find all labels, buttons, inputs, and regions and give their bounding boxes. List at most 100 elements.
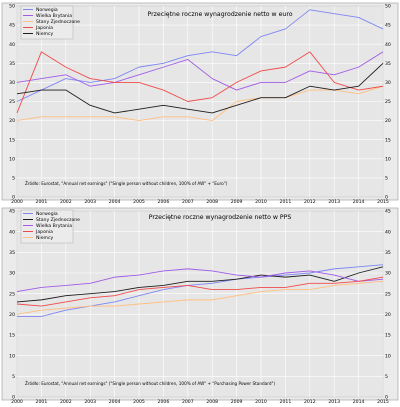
y-tick-label-left: 20	[9, 118, 15, 124]
y-tick-label-right: 10	[385, 353, 391, 359]
plot-area	[16, 210, 384, 398]
x-tick-label: 2001	[36, 399, 48, 405]
series-line-stany-zjednoczone	[16, 85, 384, 122]
x-tick-label: 2011	[280, 399, 292, 405]
y-tick-label-left: 0	[12, 395, 15, 401]
legend-label: Stany Zjednoczone	[36, 217, 80, 223]
legend-label: Japonia	[35, 229, 53, 235]
y-tick-label-right: 15	[385, 137, 391, 143]
x-tick-label: 2010	[255, 199, 267, 205]
y-tick-label-left: 5	[12, 374, 15, 380]
series-line-norwegia	[17, 264, 384, 317]
y-tick-label-left: 30	[9, 80, 15, 86]
y-tick-label-right: 45	[385, 209, 391, 215]
x-tick-label: 2002	[60, 399, 72, 405]
y-tick-label-left: 25	[9, 99, 15, 105]
legend-label: Japonia	[35, 25, 53, 31]
x-tick-label: 2012	[304, 399, 316, 405]
x-tick-label: 2015	[377, 399, 389, 405]
y-tick-label-right: 20	[385, 312, 391, 318]
y-tick-label-left: 15	[9, 333, 15, 339]
y-tick-label-left: 5	[12, 176, 15, 182]
series-line-wielka-brytania	[16, 268, 384, 293]
x-tick-label: 2002	[60, 199, 72, 205]
y-tick-label-right: 25	[385, 99, 391, 105]
legend-label: Niemcy	[36, 235, 54, 241]
x-tick-label: 2010	[255, 399, 267, 405]
y-tick-label-right: 50	[385, 4, 391, 10]
y-tick-label-right: 35	[385, 250, 391, 256]
y-tick-label-right: 40	[385, 42, 391, 48]
chart-1: 0 0 5 5 10 10 15 15 20 20 25 25 30 30 35 35 40 40 45 45 50 50…	[1, 2, 399, 205]
x-tick-label: 2001	[36, 199, 48, 205]
y-tick-label-right: 45	[385, 23, 391, 29]
y-tick-label-right: 40	[385, 229, 391, 235]
y-tick-label-right: 0	[385, 395, 388, 401]
x-tick-label: 2008	[206, 399, 218, 405]
y-tick-label-left: 45	[9, 209, 15, 215]
chart-title: Przeciętne roczne wynagrodzenie netto w …	[149, 214, 292, 221]
series-line-niemcy	[16, 62, 384, 114]
y-tick-label-right: 15	[385, 333, 391, 339]
x-tick-label: 2013	[328, 199, 340, 205]
legend-label: Stany Zjednoczone	[36, 19, 80, 25]
series-line-japonia	[16, 51, 384, 114]
x-tick-label: 2008	[206, 199, 218, 205]
y-tick-label-left: 10	[9, 353, 15, 359]
y-tick-label-right: 25	[385, 291, 391, 297]
legend-label: Norwegia	[36, 211, 58, 217]
source-note: Źródło: Eurostat, "Annual net earnings" …	[25, 181, 228, 186]
series-line-stany-zjednoczone	[16, 266, 384, 303]
y-tick-label-right: 5	[385, 176, 388, 182]
y-tick-label-right: 35	[385, 61, 391, 67]
series-line-japonia	[16, 276, 384, 307]
chart-2: 0 0 5 5 10 10 15 15 20 20 25 25 30 30 35 35 40 40 45 45 2000…	[1, 207, 399, 405]
x-tick-label: 2014	[353, 199, 365, 205]
x-tick-label: 2007	[182, 399, 194, 405]
x-tick-label: 2003	[84, 199, 96, 205]
y-tick-label-left: 35	[9, 250, 15, 256]
y-tick-label-left: 50	[9, 4, 15, 10]
y-tick-label-left: 25	[9, 291, 15, 297]
y-tick-label-right: 0	[385, 195, 388, 201]
x-tick-label: 2004	[109, 199, 121, 205]
y-tick-label-left: 0	[12, 195, 15, 201]
y-tick-label-left: 35	[9, 61, 15, 67]
x-tick-label: 2003	[84, 399, 96, 405]
x-tick-label: 2000	[11, 399, 23, 405]
x-tick-label: 2000	[11, 199, 23, 205]
x-tick-label: 2009	[231, 399, 243, 405]
x-tick-label: 2012	[304, 199, 316, 205]
y-tick-label-right: 20	[385, 118, 391, 124]
x-tick-label: 2007	[182, 199, 194, 205]
x-tick-label: 2015	[377, 199, 389, 205]
series-line-wielka-brytania	[16, 51, 384, 91]
legend-label: Norwegia	[36, 7, 58, 13]
x-tick-label: 2013	[328, 399, 340, 405]
y-tick-label-left: 45	[9, 23, 15, 29]
y-tick-label-right: 30	[385, 80, 391, 86]
y-tick-label-right: 30	[385, 271, 391, 277]
y-tick-label-left: 30	[9, 271, 15, 277]
y-tick-label-left: 40	[9, 42, 15, 48]
y-tick-label-left: 10	[9, 156, 15, 162]
legend-label: Niemcy	[36, 31, 54, 37]
legend-label: Wielka Brytania	[36, 13, 72, 19]
y-tick-label-right: 10	[385, 156, 391, 162]
y-tick-label-left: 40	[9, 229, 15, 235]
x-tick-label: 2006	[158, 399, 170, 405]
x-tick-label: 2004	[109, 399, 121, 405]
series-line-niemcy	[16, 280, 384, 315]
x-tick-label: 2009	[231, 199, 243, 205]
x-tick-label: 2005	[133, 399, 145, 405]
x-tick-label: 2014	[353, 399, 365, 405]
y-tick-label-left: 20	[9, 312, 15, 318]
y-tick-label-left: 15	[9, 137, 15, 143]
source-note: Źródło: Eurostat, "Annual net earnings" …	[25, 381, 275, 386]
y-tick-label-right: 5	[385, 374, 388, 380]
x-tick-label: 2011	[280, 199, 292, 205]
